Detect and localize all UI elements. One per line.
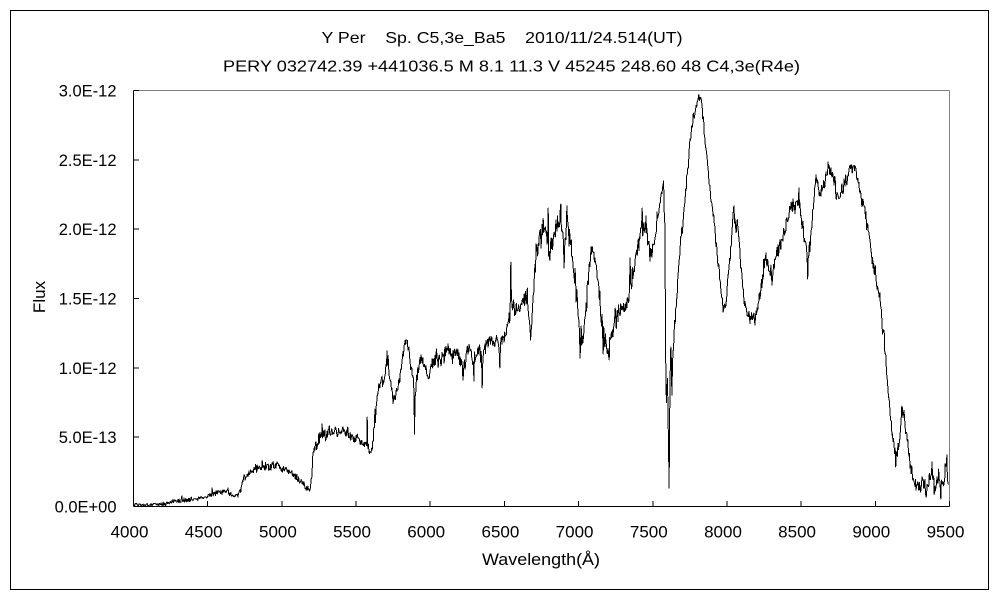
svg-text:1.0E-12: 1.0E-12 xyxy=(59,360,117,378)
svg-text:0.0E+00: 0.0E+00 xyxy=(55,499,117,517)
svg-text:Y Per Sp. C5,3e_Ba5 2010: Y Per Sp. C5,3e_Ba5 2010/11/24.514(UT) xyxy=(322,30,683,47)
svg-text:9500: 9500 xyxy=(927,523,965,542)
svg-text:4000: 4000 xyxy=(111,523,149,542)
svg-text:7000: 7000 xyxy=(556,523,594,542)
svg-text:8500: 8500 xyxy=(778,523,816,542)
svg-text:3.0E-12: 3.0E-12 xyxy=(59,83,117,101)
svg-text:5.0E-13: 5.0E-13 xyxy=(59,429,117,447)
svg-text:6500: 6500 xyxy=(481,523,519,542)
svg-text:9000: 9000 xyxy=(852,523,890,542)
svg-text:6000: 6000 xyxy=(407,523,445,542)
svg-text:7500: 7500 xyxy=(630,523,668,542)
svg-text:8000: 8000 xyxy=(704,523,742,542)
svg-text:1.5E-12: 1.5E-12 xyxy=(59,291,117,309)
svg-text:Wavelength(Å): Wavelength(Å) xyxy=(482,550,600,569)
svg-text:4500: 4500 xyxy=(185,523,223,542)
svg-text:5000: 5000 xyxy=(259,523,297,542)
svg-text:5500: 5500 xyxy=(333,523,371,542)
svg-text:2.0E-12: 2.0E-12 xyxy=(59,221,117,239)
svg-text:2.5E-12: 2.5E-12 xyxy=(59,152,117,170)
svg-text:Flux: Flux xyxy=(30,280,49,313)
svg-text:PERY 032742.39 +441036.5 M 8.1: PERY 032742.39 +441036.5 M 8.1 11.3 V 45… xyxy=(223,59,800,76)
